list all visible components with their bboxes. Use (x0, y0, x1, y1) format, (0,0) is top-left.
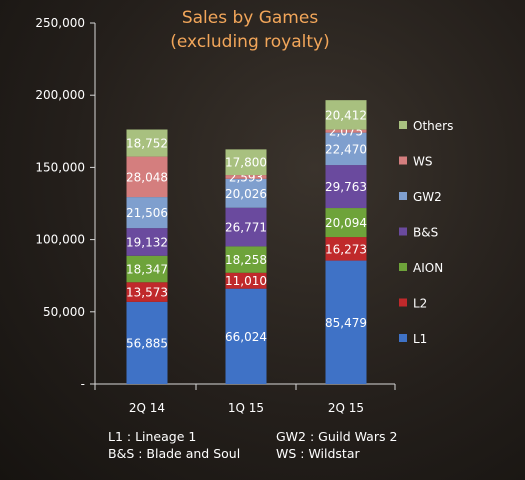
bar-others (126, 129, 168, 157)
legend-swatch-others (399, 121, 407, 129)
bar-bands (126, 228, 168, 256)
y-tick-label: 50,000 (43, 305, 85, 319)
bar-label-bands: 26,771 (225, 221, 267, 235)
legend-label-l1: L1 (413, 332, 427, 346)
legend-label-l2: L2 (413, 297, 427, 311)
legend-swatch-bands (399, 227, 407, 236)
note-ws: WS : Wildstar (276, 446, 360, 461)
bar-l2 (325, 237, 367, 261)
bar-label-others: 17,800 (225, 156, 267, 170)
bar-bands (325, 165, 367, 209)
legend-swatch-l1 (399, 334, 407, 342)
bar-gw2 (325, 132, 367, 166)
legend-label-bands: B&S (413, 226, 438, 240)
note-l1: L1 : Lineage 1 (108, 429, 197, 444)
legend-swatch-ws (399, 156, 407, 165)
bar-others (325, 100, 367, 130)
legend-swatch-gw2 (399, 192, 407, 200)
bar-label-others: 18,752 (126, 137, 168, 151)
bar-bands (225, 207, 267, 247)
legend-swatch-aion (399, 263, 407, 271)
y-tick-label: 200,000 (35, 88, 85, 102)
legend-label-ws: WS (413, 155, 432, 169)
bar-gw2 (126, 197, 168, 229)
legend-label-aion: AION (413, 261, 443, 275)
bar-label-ws: 28,048 (126, 170, 168, 184)
bar-label-l1: 66,024 (225, 330, 267, 344)
note-bs: B&S : Blade and Soul (108, 446, 241, 461)
chart-title-line-2: (excluding royalty) (170, 32, 330, 52)
bar-l2 (225, 272, 267, 289)
bar-label-l2: 11,010 (225, 274, 267, 288)
legend-swatch-l2 (399, 298, 407, 307)
bar-l2 (126, 282, 168, 302)
bar-label-gw2: 22,470 (325, 142, 367, 156)
legend-label-gw2: GW2 (413, 190, 442, 204)
bar-label-l2: 13,573 (126, 286, 168, 300)
y-tick-label: 250,000 (35, 16, 85, 30)
bar-aion (225, 246, 267, 273)
bar-label-aion: 20,094 (325, 216, 367, 230)
x-tick-label: 1Q 15 (228, 401, 264, 415)
y-tick-label: - (81, 377, 85, 391)
bar-label-gw2: 21,506 (126, 206, 168, 220)
bar-aion (325, 208, 367, 238)
note-gw2: GW2 : Guild Wars 2 (276, 429, 398, 444)
bar-aion (126, 255, 168, 283)
bar-label-bands: 29,763 (325, 180, 367, 194)
bar-ws (225, 175, 267, 179)
chart-title: Sales by Games (excluding royalty) (130, 6, 370, 54)
bar-l1 (126, 301, 168, 384)
bar-l1 (225, 288, 267, 384)
y-tick-label: 150,000 (35, 160, 85, 174)
bar-label-aion: 18,347 (126, 263, 168, 277)
chart-title-line-1: Sales by Games (181, 8, 319, 28)
bar-others (225, 149, 267, 176)
bar-gw2 (225, 178, 267, 208)
bar-label-others: 20,412 (325, 108, 367, 122)
x-tick-label: 2Q 15 (328, 401, 364, 415)
bar-label-l1: 56,885 (126, 336, 168, 350)
bar-label-gw2: 20,026 (225, 187, 267, 201)
bar-ws (126, 156, 168, 198)
bar-label-bands: 19,132 (126, 235, 168, 249)
bar-label-l1: 85,479 (325, 316, 367, 330)
y-tick-label: 100,000 (35, 233, 85, 247)
x-tick-label: 2Q 14 (129, 401, 165, 415)
legend-label-others: Others (413, 119, 453, 133)
bar-label-aion: 18,258 (225, 253, 267, 267)
bar-ws (325, 129, 367, 133)
bar-label-l2: 16,273 (325, 242, 367, 256)
bar-l1 (325, 260, 367, 384)
